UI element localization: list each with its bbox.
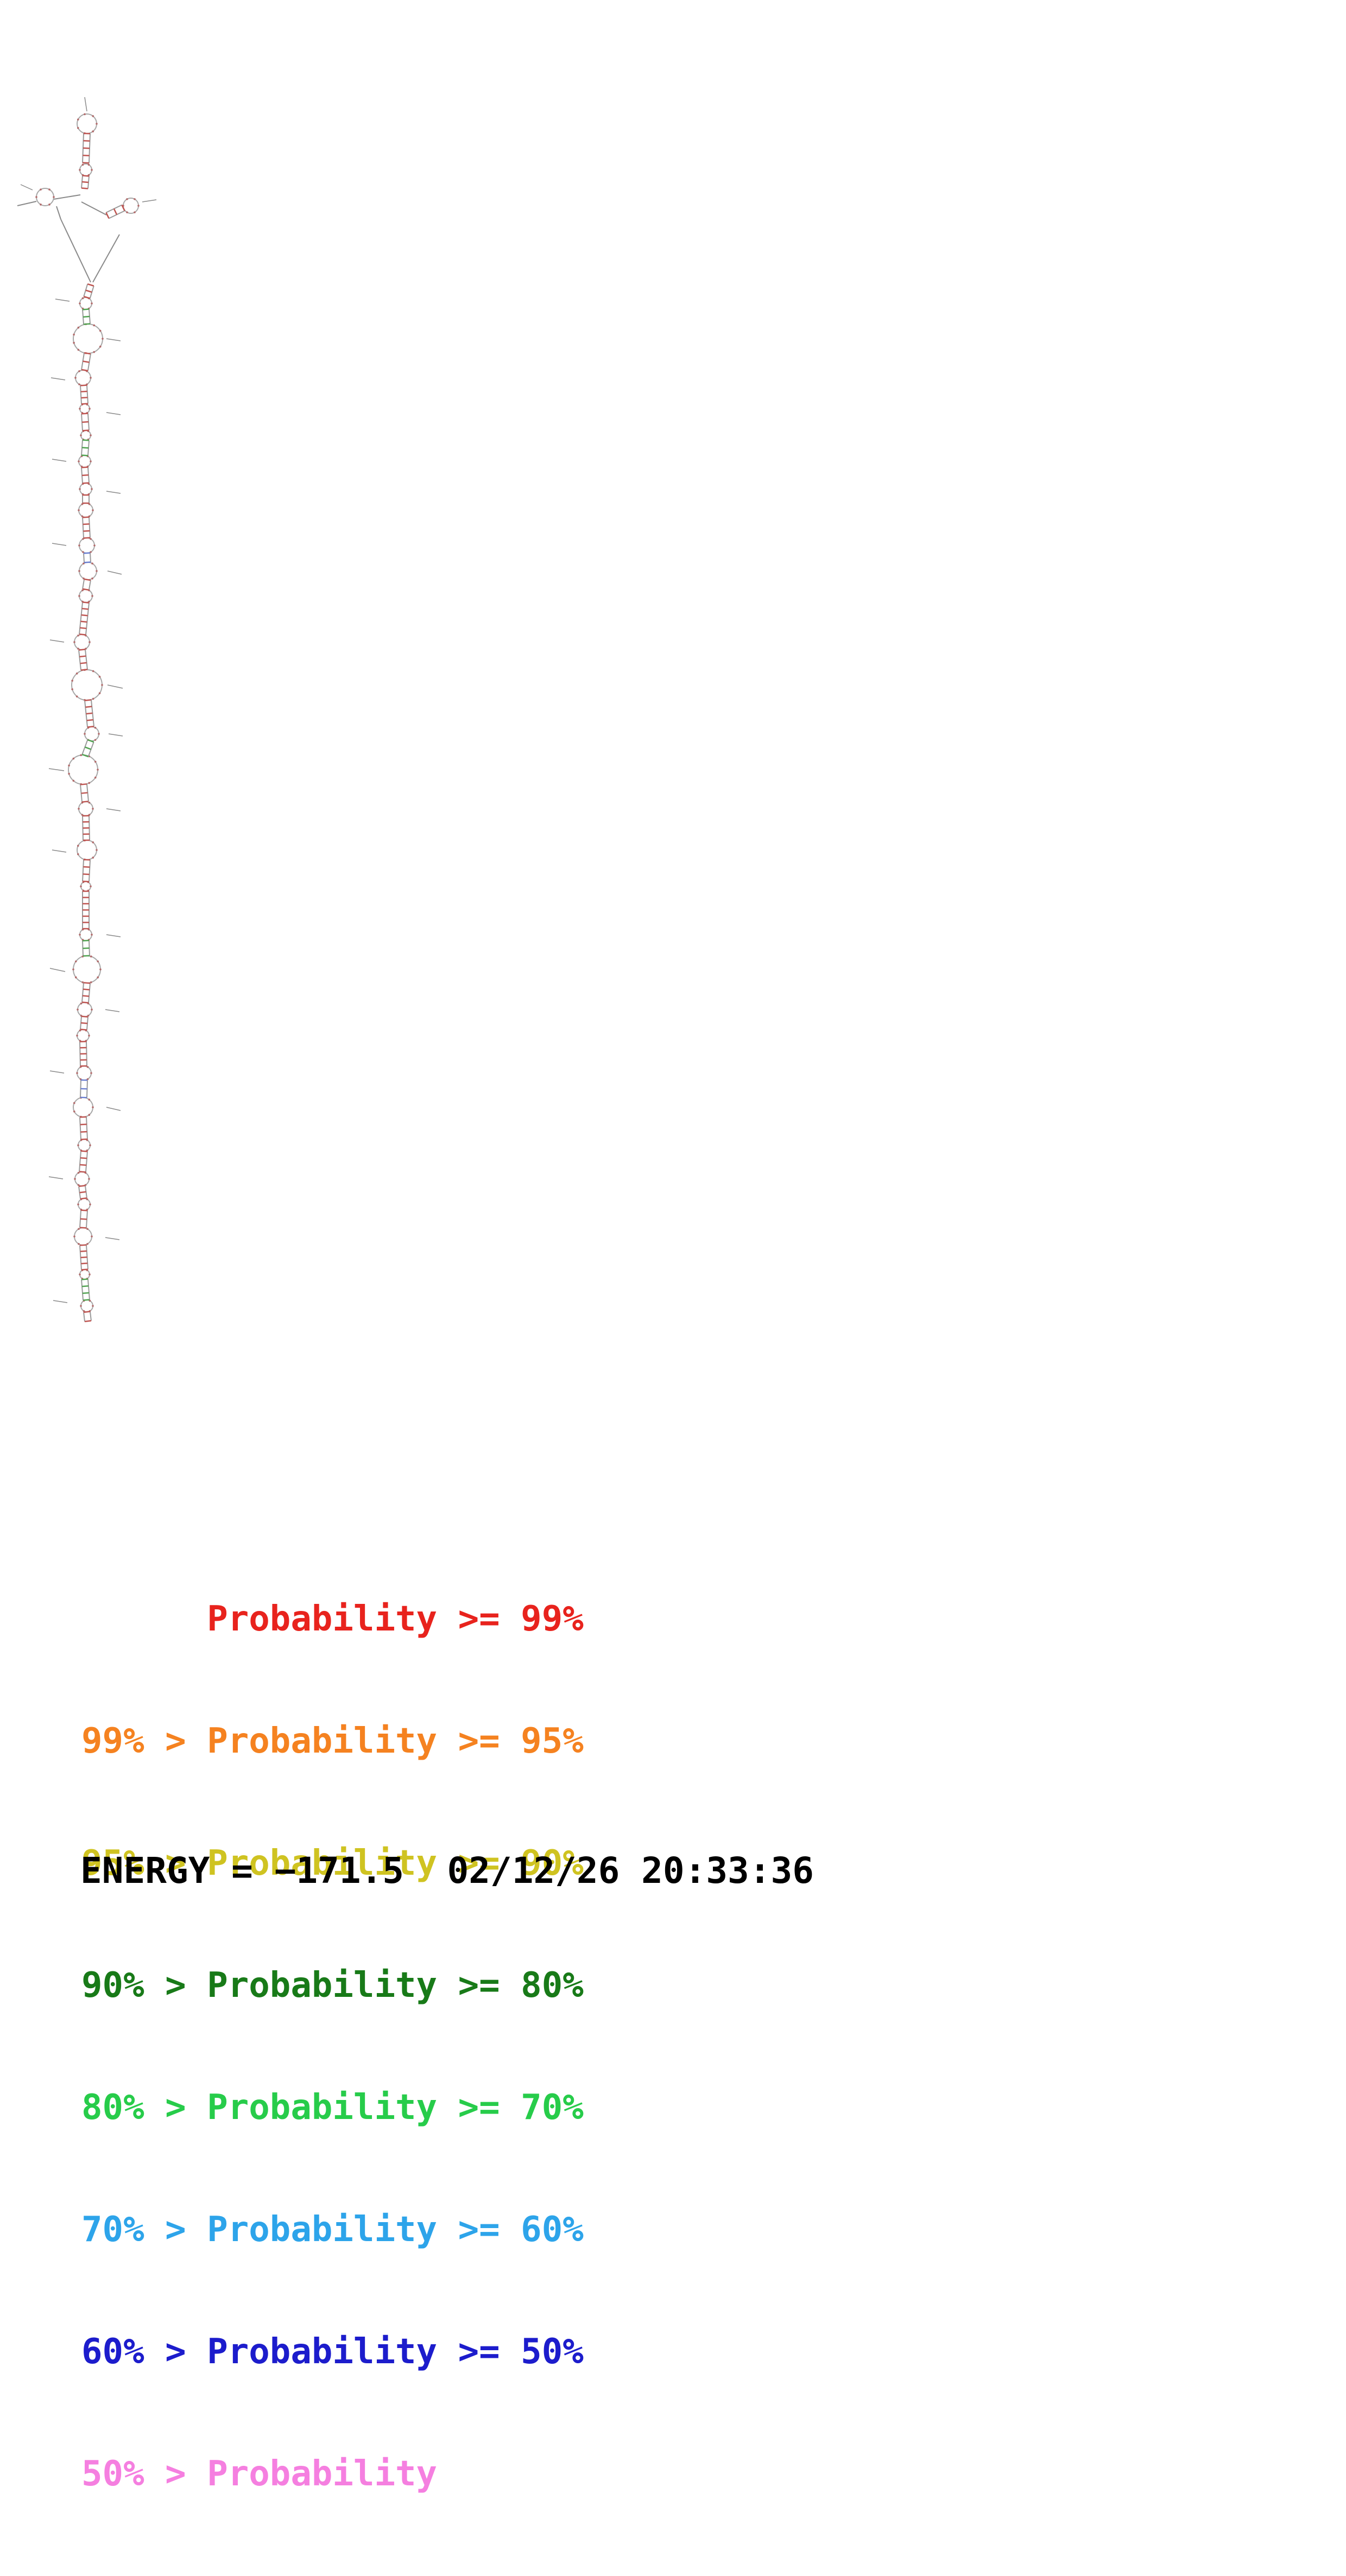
energy-readout: ENERGY = −171.5 02/12/26 20:33:36 [80, 1850, 814, 1892]
legend-line-p99: Probability >= 99% [81, 1599, 584, 1640]
probability-legend: Probability >= 99% 99% > Probability >= … [81, 1518, 584, 2576]
legend-line-p50: 50% > Probability [81, 2454, 584, 2495]
legend-line-p60-70: 70% > Probability >= 60% [81, 2210, 584, 2250]
legend-line-p80-90: 90% > Probability >= 80% [81, 1965, 584, 2006]
legend-line-p50-60: 60% > Probability >= 50% [81, 2332, 584, 2372]
legend-line-p95-99: 99% > Probability >= 95% [81, 1721, 584, 1762]
legend-line-p70-80: 80% > Probability >= 70% [81, 2088, 584, 2128]
